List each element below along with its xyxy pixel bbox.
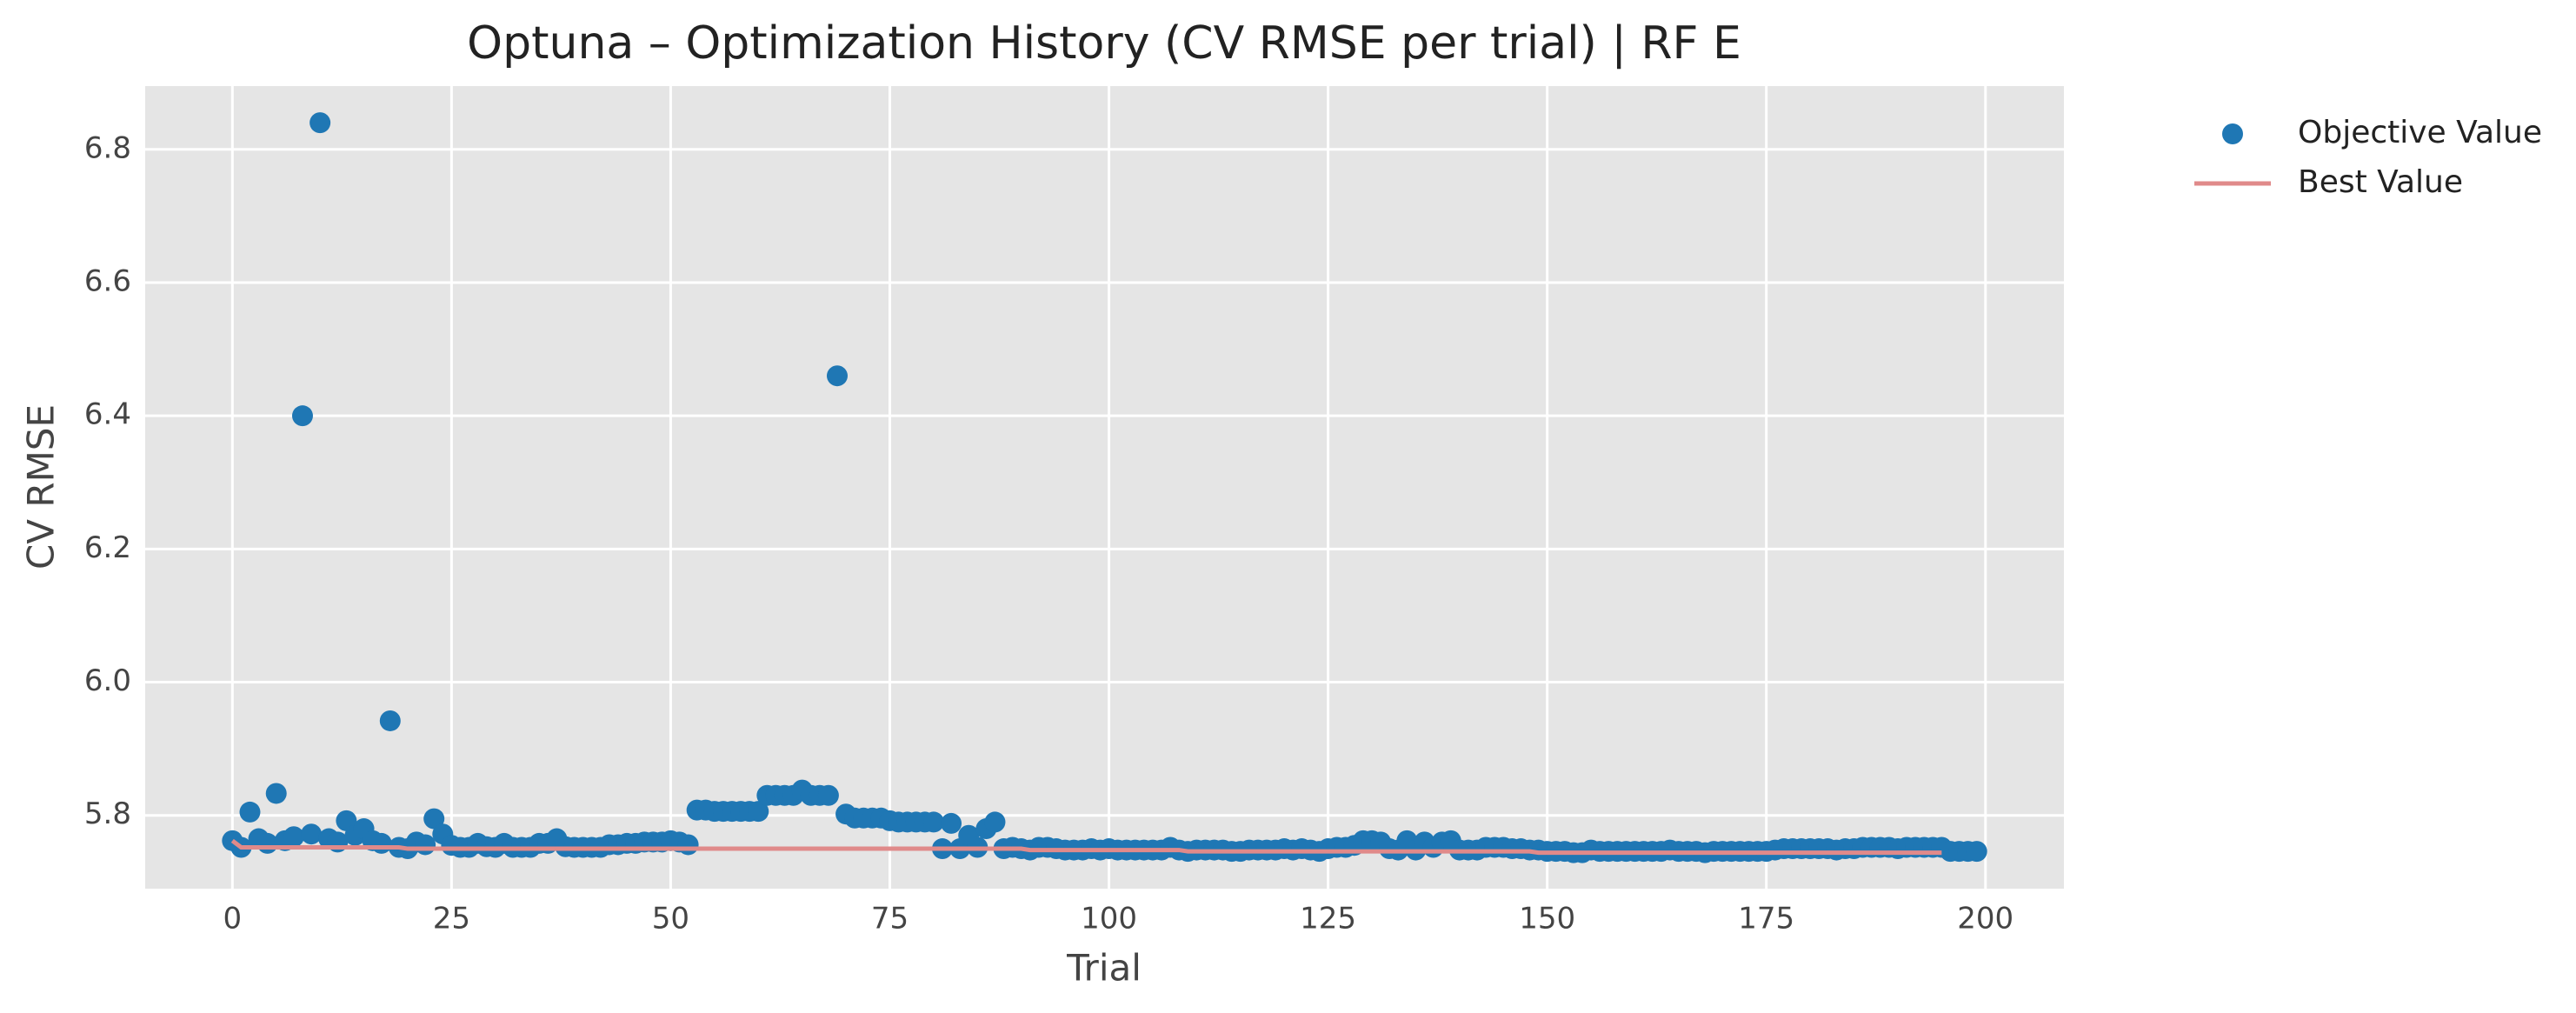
x-tick-label: 175 — [1738, 902, 1794, 936]
x-axis-label: Trial — [1066, 947, 1142, 990]
point — [677, 834, 699, 856]
x-tick-label: 100 — [1081, 902, 1137, 936]
x-tick-label: 150 — [1519, 902, 1575, 936]
y-tick-label: 6.6 — [84, 263, 131, 298]
point — [826, 365, 848, 387]
point — [941, 812, 962, 834]
x-tick-label: 125 — [1300, 902, 1356, 936]
point — [256, 832, 278, 854]
point — [748, 801, 769, 823]
x-tick-label: 25 — [433, 902, 470, 936]
y-tick-label: 6.8 — [84, 130, 131, 165]
point — [817, 784, 839, 806]
y-tick-label: 6.4 — [84, 397, 131, 432]
legend-marker — [2222, 123, 2243, 144]
y-tick-label: 6.0 — [84, 663, 131, 698]
chart-title: Optuna – Optimization History (CV RMSE p… — [467, 17, 1741, 70]
x-tick-label: 0 — [223, 902, 242, 936]
point — [265, 783, 287, 804]
point — [415, 834, 436, 856]
y-tick-label: 6.2 — [84, 530, 131, 565]
point — [984, 811, 1006, 833]
point — [1966, 841, 1987, 863]
x-tick-label: 200 — [1957, 902, 2014, 936]
best-value-line — [230, 838, 1942, 856]
point — [310, 112, 331, 134]
legend-label: Objective Value — [2298, 115, 2542, 150]
point — [301, 823, 323, 845]
point — [379, 710, 401, 731]
y-tick-label: 5.8 — [84, 796, 131, 831]
point — [423, 808, 445, 830]
legend-label: Best Value — [2298, 164, 2463, 200]
x-tick-label: 75 — [871, 902, 909, 936]
x-tick-label: 50 — [652, 902, 689, 936]
y-axis-label: CV RMSE — [20, 404, 63, 570]
point — [239, 801, 261, 823]
point — [370, 832, 392, 854]
point — [922, 811, 944, 833]
plot-background — [145, 86, 2064, 889]
point — [291, 405, 313, 427]
point — [283, 826, 304, 848]
